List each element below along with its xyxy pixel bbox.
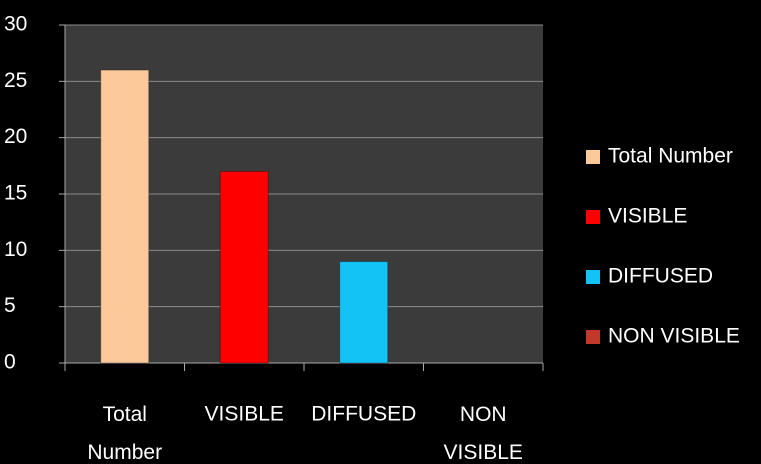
x-tick-label: NON VISIBLE — [444, 403, 523, 464]
y-tick-label: 30 — [4, 13, 27, 36]
y-tick-label: 20 — [4, 125, 27, 148]
bar — [100, 69, 150, 364]
x-tick-label: DIFFUSED — [311, 403, 416, 426]
legend-swatch — [586, 330, 600, 344]
legend-swatch — [586, 210, 600, 224]
legend-label: Total Number — [608, 145, 733, 168]
y-tick-label: 0 — [4, 351, 16, 374]
legend-swatch — [586, 270, 600, 284]
bar — [219, 170, 269, 364]
x-tick-label: VISIBLE — [205, 403, 284, 426]
legend-label: NON VISIBLE — [608, 325, 740, 348]
y-tick-label: 25 — [4, 69, 27, 92]
y-tick-label: 15 — [4, 182, 27, 205]
legend-label: DIFFUSED — [608, 265, 713, 288]
y-tick-label: 10 — [4, 238, 27, 261]
x-tick-label: Total Number — [87, 403, 162, 464]
legend-swatch — [586, 150, 600, 164]
y-tick-label: 5 — [4, 294, 16, 317]
legend-label: VISIBLE — [608, 205, 687, 228]
bar — [339, 261, 389, 364]
